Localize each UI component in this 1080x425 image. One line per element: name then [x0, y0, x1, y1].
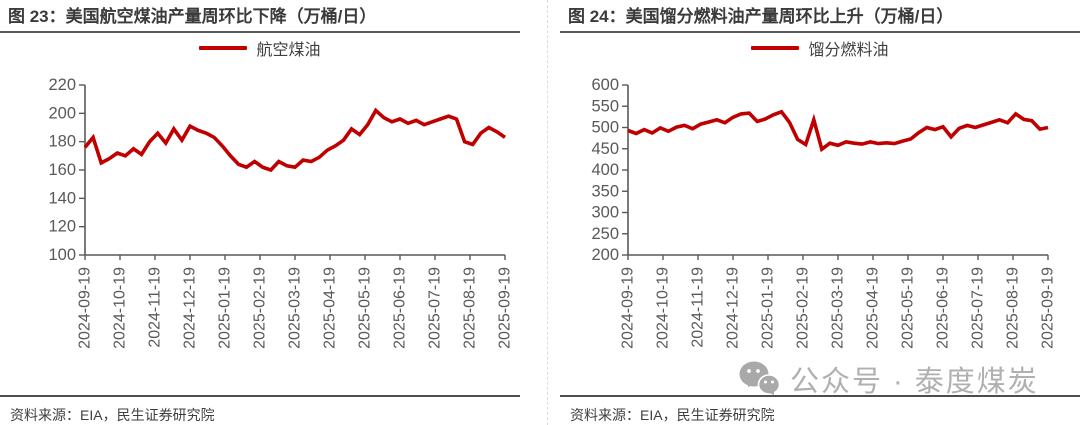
y-axis-tick-label: 500 [591, 119, 619, 137]
y-axis-tick-label: 160 [48, 161, 76, 179]
x-axis-tick-label: 2024-10-19 [112, 267, 129, 349]
x-axis-tick-label: 2025-09-19 [1040, 267, 1057, 349]
legend-line-swatch [751, 46, 800, 50]
figure-title: 图 23：美国航空煤油产量周环比下降（万桶/日） [0, 0, 520, 33]
column-divider [547, 0, 548, 425]
x-axis-tick-label: 2024-12-19 [182, 267, 199, 349]
y-axis-tick-label: 400 [591, 161, 619, 179]
y-axis-tick-label: 350 [591, 182, 619, 200]
x-axis-tick-label: 2025-01-19 [760, 267, 777, 349]
x-axis-tick-label: 2025-03-19 [287, 267, 304, 349]
x-axis-tick-label: 2025-02-19 [795, 267, 812, 349]
x-axis-tick-label: 2025-06-19 [935, 267, 952, 349]
x-axis-tick-label: 2025-03-19 [830, 267, 847, 349]
legend-label: 馏分燃料油 [808, 42, 889, 59]
x-axis-tick-label: 2024-10-19 [655, 267, 672, 349]
y-axis-tick-label: 120 [48, 218, 76, 236]
figure-title: 图 24：美国馏分燃料油产量周环比上升（万桶/日） [560, 0, 1080, 33]
y-axis-tick-label: 200 [591, 246, 619, 264]
y-axis-tick-label: 200 [48, 104, 76, 122]
y-axis-tick-label: 600 [591, 76, 619, 94]
x-axis-tick-label: 2025-05-19 [900, 267, 917, 349]
figure-panel-right: 图 24：美国馏分燃料油产量周环比上升（万桶/日） 馏分燃料油 200 250 30… [560, 0, 1080, 425]
x-axis-tick-label: 2025-07-19 [970, 267, 987, 349]
x-axis-tick-label: 2024-11-19 [147, 267, 164, 348]
x-axis-tick-label: 2025-09-19 [497, 267, 514, 349]
x-axis-tick-label: 2025-07-19 [427, 267, 444, 349]
y-axis-tick-label: 550 [591, 97, 619, 115]
source-note: 资料来源：EIA，民生证券研究院 [560, 395, 1080, 425]
x-axis-tick-label: 2024-09-19 [620, 267, 637, 349]
x-axis-tick-label: 2025-01-19 [217, 267, 234, 349]
source-note: 资料来源：EIA，民生证券研究院 [0, 395, 520, 425]
x-axis-tick-label: 2025-08-19 [462, 267, 479, 349]
series-line [627, 109, 1049, 153]
x-axis-tick-label: 2025-06-19 [392, 267, 409, 349]
legend-label: 航空煤油 [256, 42, 321, 59]
y-axis-tick-label: 100 [48, 246, 76, 264]
x-axis-tick-label: 2025-04-19 [865, 267, 882, 349]
series-line [83, 107, 507, 173]
x-axis-tick-label: 2025-02-19 [252, 267, 269, 349]
chart-legend: 航空煤油 [0, 33, 520, 63]
x-axis-tick-label: 2025-08-19 [1005, 267, 1022, 349]
y-axis-tick-label: 300 [591, 204, 619, 222]
x-axis-tick-label: 2025-04-19 [322, 267, 339, 349]
legend-line-swatch [199, 46, 248, 50]
y-axis-tick-label: 220 [48, 76, 76, 94]
x-axis-tick-label: 2024-09-19 [77, 267, 94, 349]
x-axis-tick-label: 2024-12-19 [725, 267, 742, 349]
chart-legend: 馏分燃料油 [560, 33, 1080, 63]
line-chart: 200 250 300 350 400 450 500 550 600 2024-09-19 202… [591, 76, 1057, 349]
line-chart: 100 120 140 160 180 200 220 2024-09-19 2024-10-1… [48, 76, 514, 349]
x-axis-tick-label: 2025-05-19 [357, 267, 374, 349]
figure-panel-left: 图 23：美国航空煤油产量周环比下降（万桶/日） 航空煤油 100 120 140 1… [0, 0, 520, 425]
y-axis-tick-label: 140 [48, 189, 76, 207]
y-axis-tick-label: 180 [48, 133, 76, 151]
x-axis-tick-label: 2024-11-19 [690, 267, 707, 348]
y-axis-tick-label: 250 [591, 225, 619, 243]
y-axis-tick-label: 450 [591, 140, 619, 158]
